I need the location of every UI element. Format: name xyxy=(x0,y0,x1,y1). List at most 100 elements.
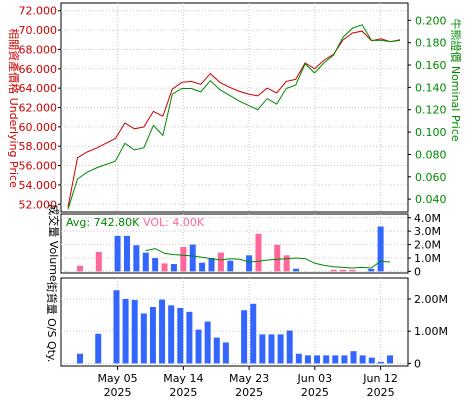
price-left-tick-label: 68.000 xyxy=(19,43,58,56)
price-right-tick-label: 0.180 xyxy=(415,37,447,50)
date-label-year: 2025 xyxy=(301,386,329,399)
price-right-ticks: 0.040 0.060 0.080 0.100 0.120 0.140 0.160 0.180… xyxy=(408,14,447,206)
volume-bar xyxy=(255,233,262,272)
price-grid xyxy=(61,3,408,212)
volume-bar xyxy=(246,255,253,272)
volume-bar xyxy=(368,268,375,272)
volume-tick-label: 2.0M xyxy=(414,239,441,252)
outstanding-bar xyxy=(377,361,384,364)
volume-bar xyxy=(152,257,159,272)
price-right-tick-label: 0.080 xyxy=(415,148,447,161)
date-label-day: May 23 xyxy=(229,372,269,385)
outstanding-bar xyxy=(259,334,266,364)
date-label-day: Jun 03 xyxy=(297,372,333,385)
volume-bar xyxy=(170,264,177,272)
outstanding-bar xyxy=(332,355,339,364)
outstanding-bar xyxy=(213,337,220,364)
outstanding-bar xyxy=(268,334,275,364)
price-left-tick-label: 64.000 xyxy=(19,82,58,95)
volume-bar xyxy=(293,268,300,272)
outstanding-bar xyxy=(122,298,129,364)
price-left-tick-label: 66.000 xyxy=(19,63,58,76)
price-right-tick-label: 0.040 xyxy=(415,193,447,206)
outstanding-bar xyxy=(77,353,83,364)
date-label-day: May 05 xyxy=(97,372,137,385)
volume-tick-label: 3.0M xyxy=(414,225,441,238)
volume-avg-annotation: Avg: 742.80K xyxy=(66,216,140,229)
outstanding-bar xyxy=(159,299,166,364)
date-label-year: 2025 xyxy=(367,386,395,399)
underlying-price-line xyxy=(67,30,401,208)
price-left-tick-label: 52.000 xyxy=(19,198,58,211)
underlying-axis-label: 相關資產價格 Underlying Price xyxy=(7,28,21,188)
volume-bar xyxy=(180,246,187,272)
volume-bar xyxy=(330,269,337,272)
volume-axis-label: 成交量 Volume xyxy=(47,204,61,282)
volume-bar xyxy=(95,251,102,272)
outstanding-bar xyxy=(113,290,120,364)
volume-bar xyxy=(189,244,196,272)
price-right-tick-label: 0.160 xyxy=(415,59,447,72)
volume-bar xyxy=(77,265,83,272)
volume-bar xyxy=(208,257,215,272)
outstanding-tick-label: 1.00M xyxy=(414,325,448,338)
outstanding-bar xyxy=(295,353,302,364)
date-label-year: 2025 xyxy=(104,386,132,399)
outstanding-bar xyxy=(177,307,184,364)
outstanding-bar xyxy=(323,355,330,364)
volume-tick-label: 1.0M xyxy=(414,252,441,265)
date-label-day: Jun 12 xyxy=(362,372,398,385)
volume-bars xyxy=(77,226,384,272)
price-right-tick-label: 0.200 xyxy=(415,14,447,27)
outstanding-bar xyxy=(250,303,257,364)
outstanding-bar xyxy=(241,310,248,364)
outstanding-bar xyxy=(186,311,193,364)
price-right-tick-label: 0.120 xyxy=(415,104,447,117)
price-right-tick-label: 0.060 xyxy=(415,171,447,184)
price-right-tick-label: 0.100 xyxy=(415,126,447,139)
outstanding-axis-label: 街貨量 O/S Qty. xyxy=(45,282,59,363)
outstanding-ticks: 0 1.00M 2.00M xyxy=(408,293,448,370)
volume-bar xyxy=(142,252,149,272)
price-left-tick-label: 54.000 xyxy=(19,179,58,192)
outstanding-bar xyxy=(387,355,393,364)
outstanding-panel: 0 1.00M 2.00M 街貨量 O/S Qty. xyxy=(45,277,448,370)
price-left-tick-label: 62.000 xyxy=(19,102,58,115)
price-left-ticks: 52.000 54.000 56.000 58.000 60.000 62.000 64.0… xyxy=(19,5,61,211)
volume-bar xyxy=(377,226,384,272)
price-panel: 52.000 54.000 56.000 58.000 60.000 62.000 64.0… xyxy=(7,2,463,213)
volume-ticks: 01.0M2.0M3.0M4.0M xyxy=(408,212,441,278)
outstanding-bar xyxy=(314,355,321,364)
price-left-tick-label: 70.000 xyxy=(19,24,58,37)
outstanding-bar xyxy=(140,313,147,364)
price-left-tick-label: 60.000 xyxy=(19,121,58,134)
volume-bar xyxy=(199,262,206,272)
volume-tick-label: 4.0M xyxy=(414,212,441,225)
outstanding-tick-label: 2.00M xyxy=(414,293,448,306)
price-left-tick-label: 56.000 xyxy=(19,160,58,173)
outstanding-bar xyxy=(168,305,175,364)
date-label-year: 2025 xyxy=(235,386,263,399)
price-right-tick-label: 0.140 xyxy=(415,81,447,94)
price-left-tick-label: 58.000 xyxy=(19,140,58,153)
volume-bar xyxy=(114,235,121,272)
outstanding-bars xyxy=(77,290,393,364)
outstanding-bar xyxy=(286,330,293,364)
volume-bar xyxy=(123,235,130,272)
price-left-tick-label: 72.000 xyxy=(19,5,58,18)
outstanding-bar xyxy=(195,329,202,364)
volume-bar xyxy=(274,244,281,272)
volume-bar xyxy=(349,269,356,272)
outstanding-bar xyxy=(204,321,211,364)
nominal-price-line xyxy=(67,24,401,210)
volume-tick-label: 0 xyxy=(414,265,421,278)
volume-bar xyxy=(161,263,168,272)
outstanding-bar xyxy=(277,334,284,364)
outstanding-bar xyxy=(350,351,357,364)
outstanding-bar xyxy=(131,299,138,364)
nominal-axis-label: 牛熊證價 Nominal Price xyxy=(449,18,463,142)
volume-bar xyxy=(133,245,140,272)
outstanding-bar xyxy=(368,357,375,364)
